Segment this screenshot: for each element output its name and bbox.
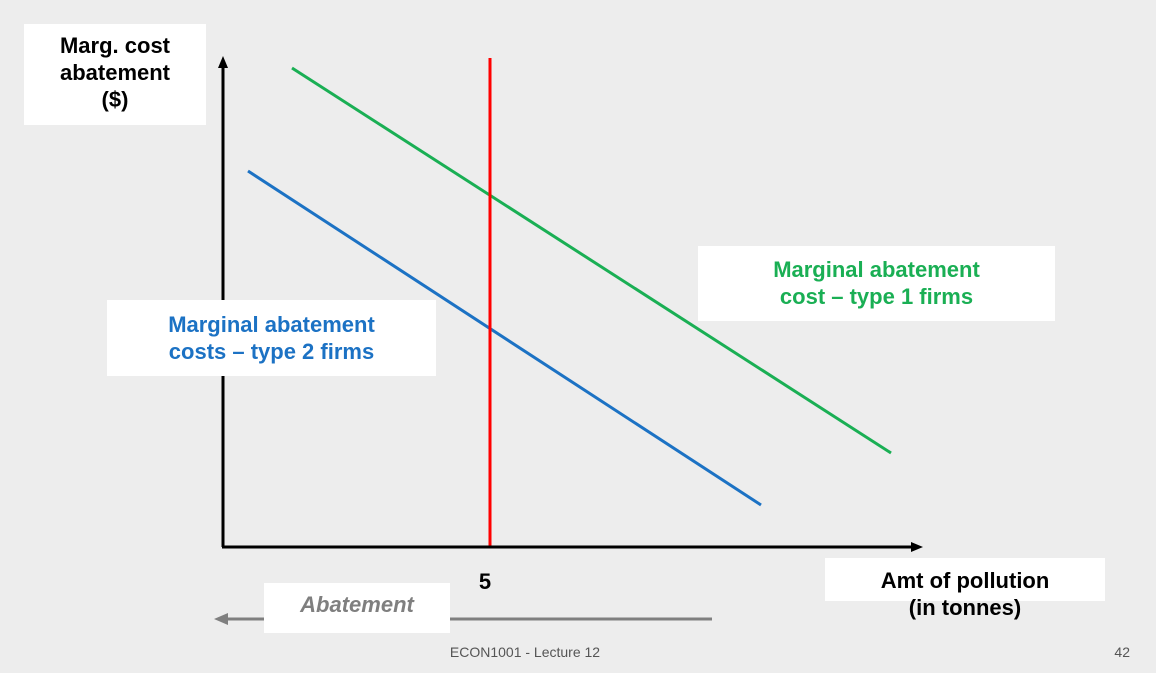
type1-label-box bbox=[698, 246, 1055, 321]
type2-label-line-2: costs – type 2 firms bbox=[168, 339, 375, 364]
x-axis-arrowhead bbox=[911, 542, 923, 552]
type2-label: Marginal abatement costs – type 2 firms bbox=[107, 311, 436, 365]
x-tick-label: 5 bbox=[478, 569, 492, 594]
x-axis-label-line-2: (in tonnes) bbox=[908, 595, 1022, 620]
type2-mac-line bbox=[247, 169, 762, 507]
y-axis-label-box bbox=[24, 24, 206, 125]
type1-label-line-2: cost – type 1 firms bbox=[779, 284, 974, 309]
y-axis-label-line-1: Marg. cost bbox=[59, 33, 171, 58]
type2-label-box bbox=[107, 300, 436, 376]
x-axis-label-box bbox=[825, 558, 1105, 601]
abatement-arrowhead bbox=[214, 613, 228, 625]
type1-label-line-1: Marginal abatement bbox=[773, 257, 980, 282]
abatement-label: Abatement bbox=[300, 592, 414, 617]
x-axis-label-line-1: Amt of pollution bbox=[880, 568, 1050, 593]
x-axis-label: Amt of pollution (in tonnes) bbox=[825, 567, 1105, 621]
footer-course: ECON1001 - Lecture 12 bbox=[449, 644, 601, 660]
type1-mac-line bbox=[291, 66, 892, 455]
y-axis-label-line-2: abatement bbox=[59, 60, 171, 85]
y-axis-label-line-3: ($) bbox=[101, 87, 129, 112]
y-axis-arrowhead bbox=[218, 56, 228, 68]
type2-label-line-1: Marginal abatement bbox=[168, 312, 375, 337]
type1-label: Marginal abatement cost – type 1 firms bbox=[698, 256, 1055, 310]
y-axis-label: Marg. cost abatement ($) bbox=[24, 32, 206, 113]
page-number: 42 bbox=[1114, 644, 1130, 660]
abatement-label-box bbox=[264, 583, 450, 633]
